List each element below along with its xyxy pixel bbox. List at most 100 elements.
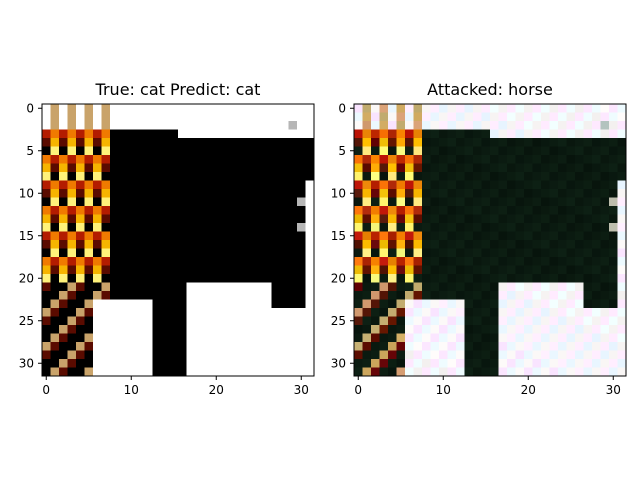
pixel: [524, 172, 533, 181]
pixel: [439, 163, 448, 173]
pixel: [144, 342, 153, 351]
pixel: [76, 112, 85, 122]
pixel: [186, 129, 196, 139]
pixel: [532, 172, 542, 181]
pixel: [263, 180, 272, 190]
pixel: [67, 333, 77, 343]
pixel: [271, 104, 281, 113]
pixel: [237, 155, 247, 164]
pixel: [371, 291, 380, 300]
pixel: [50, 350, 60, 360]
pixel: [507, 342, 516, 351]
pixel: [195, 231, 204, 241]
pixel: [169, 350, 179, 360]
pixel: [237, 223, 247, 232]
pixel: [592, 121, 601, 130]
pixel: [583, 333, 593, 343]
pixel: [297, 299, 306, 309]
pixel: [617, 342, 627, 351]
pixel: [566, 146, 576, 156]
pixel: [609, 231, 618, 241]
pixel: [439, 257, 448, 266]
pixel: [541, 206, 550, 215]
pixel: [280, 274, 289, 283]
pixel: [178, 155, 187, 164]
pixel: [288, 282, 298, 292]
pixel: [362, 257, 372, 266]
pixel: [271, 231, 281, 241]
pixel: [371, 155, 380, 164]
pixel: [127, 138, 136, 147]
pixel: [186, 240, 196, 249]
pixel: [464, 325, 474, 334]
pixel: [212, 172, 221, 181]
pixel: [178, 138, 187, 147]
pixel: [93, 282, 102, 292]
pixel: [212, 163, 221, 173]
pixel: [583, 316, 593, 326]
pixel: [271, 282, 281, 292]
pixel: [195, 180, 204, 190]
pixel: [305, 257, 315, 266]
pixel: [297, 342, 306, 351]
pixel: [456, 325, 465, 334]
pixel: [229, 274, 238, 283]
pixel: [558, 240, 567, 249]
pixel: [76, 299, 85, 309]
pixel: [93, 214, 102, 224]
pixel: [439, 104, 448, 113]
pixel: [203, 248, 213, 258]
pixel: [524, 299, 533, 309]
y-tick-label: 20: [331, 271, 346, 285]
pixel: [271, 367, 281, 377]
pixel: [144, 189, 153, 198]
pixel: [161, 274, 170, 283]
pixel: [507, 274, 516, 283]
pixel: [263, 257, 272, 266]
pixel: [566, 206, 576, 215]
pixel: [498, 291, 508, 300]
pixel: [422, 265, 431, 275]
pixel: [430, 316, 440, 326]
pixel: [379, 316, 389, 326]
pixel: [473, 308, 482, 317]
pixel: [67, 299, 77, 309]
pixel: [549, 274, 559, 283]
pixel: [280, 129, 289, 139]
pixel: [430, 265, 440, 275]
pixel: [566, 333, 576, 343]
pixel: [507, 189, 516, 198]
pixel: [229, 223, 238, 232]
pixel: [203, 359, 213, 368]
pixel: [600, 274, 610, 283]
pixel: [144, 308, 153, 317]
pixel: [473, 197, 482, 207]
pixel: [362, 291, 372, 300]
pixel: [439, 129, 448, 139]
pixel: [169, 146, 179, 156]
pixel: [592, 163, 601, 173]
pixel: [456, 231, 465, 241]
pixel: [600, 146, 610, 156]
pixel: [362, 325, 372, 334]
pixel: [271, 146, 281, 156]
pixel: [532, 138, 542, 147]
pixel: [430, 274, 440, 283]
pixel: [178, 299, 187, 309]
pixel: [362, 282, 372, 292]
pixel: [169, 138, 179, 147]
pixel: [422, 197, 431, 207]
pixel: [263, 146, 272, 156]
pixel: [305, 104, 315, 113]
pixel: [246, 172, 255, 181]
pixel: [430, 197, 440, 207]
pixel: [532, 189, 542, 198]
pixel: [464, 112, 474, 122]
pixel: [195, 112, 204, 122]
pixel: [203, 316, 213, 326]
pixel: [152, 104, 162, 113]
pixel: [59, 248, 68, 258]
pixel: [362, 248, 372, 258]
pixel: [118, 197, 128, 207]
pixel: [254, 138, 264, 147]
